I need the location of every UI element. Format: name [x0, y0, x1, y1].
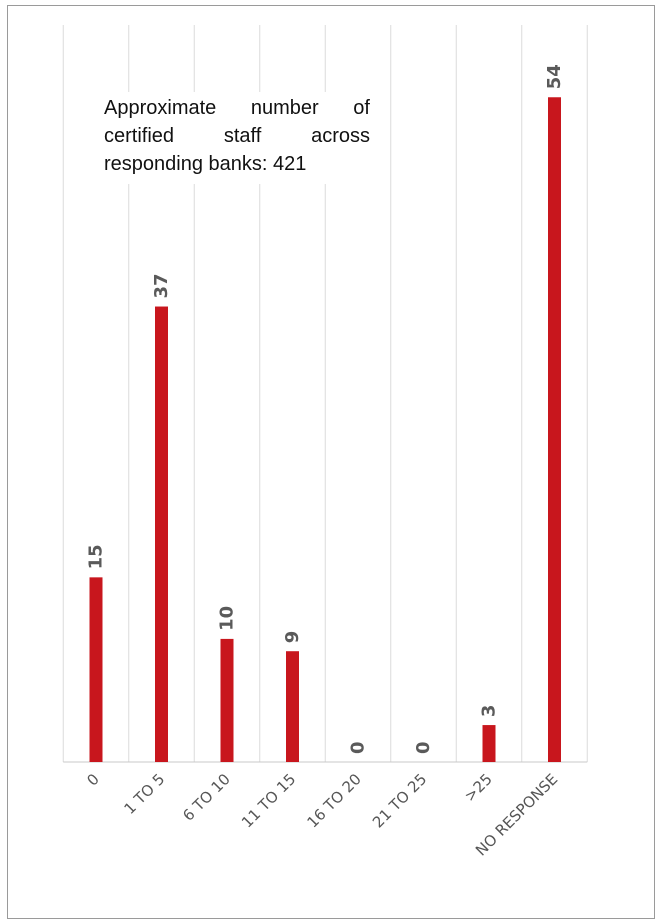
- data-label: 10: [217, 606, 238, 631]
- data-label: 54: [544, 64, 565, 89]
- category-label: 6 TO 10: [179, 770, 234, 825]
- category-label: 16 TO 20: [304, 770, 365, 831]
- category-label: 21 TO 25: [369, 770, 430, 831]
- chart-annotation: Approximate number of certified staff ac…: [100, 92, 374, 184]
- category-label: >25: [461, 770, 496, 805]
- category-label: 1 TO 5: [121, 770, 169, 818]
- bar: [286, 651, 299, 762]
- bar: [89, 577, 103, 762]
- data-label: 9: [282, 631, 303, 644]
- data-label: 0: [413, 741, 434, 754]
- data-label: 3: [479, 705, 500, 718]
- category-label: 0: [83, 770, 102, 789]
- bar: [155, 306, 168, 762]
- data-label: 0: [348, 741, 369, 754]
- bar: [548, 97, 561, 762]
- bar: [220, 638, 234, 762]
- data-label: 37: [151, 273, 172, 298]
- bar: [482, 725, 496, 762]
- data-label: 15: [86, 544, 107, 569]
- category-label: 11 TO 15: [238, 770, 299, 831]
